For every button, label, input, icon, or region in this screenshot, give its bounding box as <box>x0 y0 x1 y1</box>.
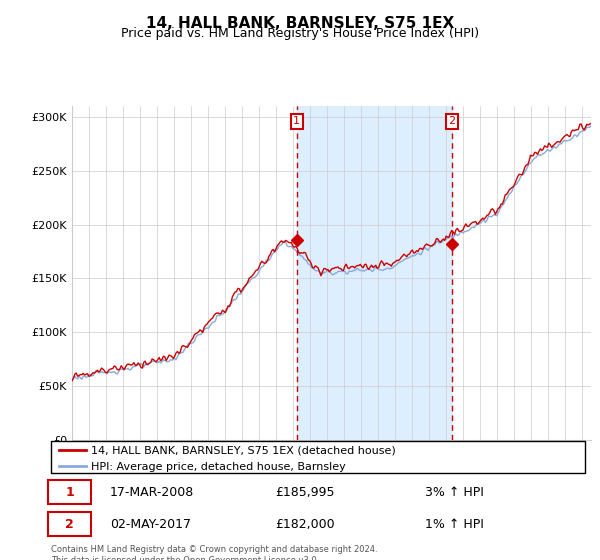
Text: 2: 2 <box>448 116 455 127</box>
Text: 14, HALL BANK, BARNSLEY, S75 1EX (detached house): 14, HALL BANK, BARNSLEY, S75 1EX (detach… <box>91 445 396 455</box>
Text: 02-MAY-2017: 02-MAY-2017 <box>110 518 191 531</box>
Text: 1: 1 <box>65 486 74 498</box>
Text: 2: 2 <box>65 518 74 531</box>
Text: Contains HM Land Registry data © Crown copyright and database right 2024.
This d: Contains HM Land Registry data © Crown c… <box>51 545 377 560</box>
Text: 17-MAR-2008: 17-MAR-2008 <box>110 486 194 498</box>
Bar <box>297 106 452 440</box>
Text: £182,000: £182,000 <box>275 518 335 531</box>
Text: £185,995: £185,995 <box>275 486 335 498</box>
Text: 3% ↑ HPI: 3% ↑ HPI <box>425 486 484 498</box>
Text: 1: 1 <box>293 116 300 127</box>
Text: Price paid vs. HM Land Registry's House Price Index (HPI): Price paid vs. HM Land Registry's House … <box>121 27 479 40</box>
Text: HPI: Average price, detached house, Barnsley: HPI: Average price, detached house, Barn… <box>91 461 346 472</box>
FancyBboxPatch shape <box>49 480 91 504</box>
FancyBboxPatch shape <box>49 512 91 536</box>
Text: 1% ↑ HPI: 1% ↑ HPI <box>425 518 484 531</box>
Text: 14, HALL BANK, BARNSLEY, S75 1EX: 14, HALL BANK, BARNSLEY, S75 1EX <box>146 16 454 31</box>
